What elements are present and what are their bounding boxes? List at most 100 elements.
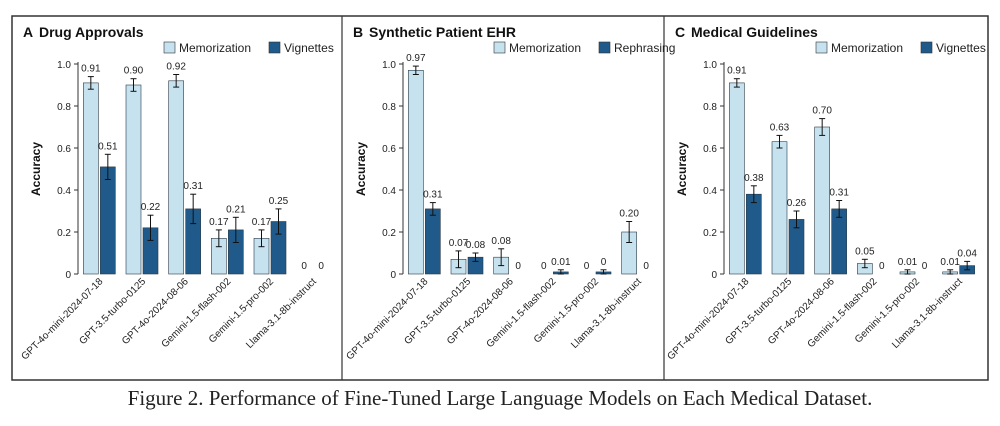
data-label: 0.91 [727,66,747,77]
data-label: 0 [318,261,324,272]
data-label: 0.21 [226,204,246,215]
y-tick-label: 0 [711,270,717,281]
legend-swatch-dark [598,41,611,54]
data-label: 0.31 [183,181,203,192]
data-label: 0 [301,261,307,272]
bar-second-series [746,193,762,275]
data-label: 0.01 [940,257,960,268]
data-label: 0.07 [449,238,469,249]
legend-label: Memorization [509,41,581,55]
data-label: 0.63 [770,122,790,133]
data-label: 0.97 [406,53,426,64]
data-label: 0.22 [141,202,161,213]
panel-title: Drug Approvals [39,24,144,40]
legend-label: Rephrasing [614,41,675,55]
legend-label: Memorization [831,41,903,55]
y-tick-label: 1.0 [57,60,71,71]
data-label: 0 [601,257,607,268]
y-tick-label: 0.6 [382,144,396,155]
y-axis-label: Accuracy [29,142,43,196]
y-tick-label: 1.0 [703,60,717,71]
data-label: 0.25 [269,196,289,207]
legend-swatch-light [493,41,506,54]
bar-memorization [125,84,142,275]
data-label: 0.01 [551,257,571,268]
data-label: 0 [515,261,521,272]
data-label: 0 [643,261,649,272]
x-tick-label: Gemini-1.5-flash-002 [485,276,559,350]
legend-label: Vignettes [284,41,334,55]
y-tick-label: 0 [390,270,396,281]
bar-memorization [408,70,424,275]
panel-title: Medical Guidelines [691,24,818,40]
data-label: 0.90 [124,66,144,77]
y-tick-label: 0.6 [57,144,71,155]
data-label: 0.92 [166,62,186,73]
y-tick-label: 0.6 [703,144,717,155]
y-tick-label: 0.2 [703,228,717,239]
y-tick-label: 0 [65,270,71,281]
figure-caption: Figure 2. Performance of Fine-Tuned Larg… [127,386,873,410]
chart-panel-C: C Medical Guidelines Memorization Vignettes… [665,24,985,362]
panel-letter: C [675,24,685,40]
data-label: 0.04 [957,248,977,259]
y-axis-label: Accuracy [354,142,368,196]
data-label: 0 [584,261,590,272]
chart-panel-A: A Drug Approvals Memorization Vignettes Accu… [19,24,333,362]
panel-letter: A [23,24,33,40]
y-tick-label: 0.8 [57,102,71,113]
y-tick-label: 0.8 [703,102,717,113]
y-tick-label: 0.4 [703,186,717,197]
bar-second-series [425,208,441,275]
x-tick-label: GPT-4o-mini-2024-07-18 [344,276,430,362]
y-tick-label: 1.0 [382,60,396,71]
x-tick-label: GPT-4o-mini-2024-07-18 [665,276,751,362]
data-label: 0.70 [812,106,832,117]
y-tick-label: 0.8 [382,102,396,113]
bar-memorization [83,82,99,275]
panel-letter: B [353,24,363,40]
data-label: 0.31 [829,188,849,199]
data-label: 0.38 [744,173,764,184]
data-label: 0.91 [81,64,101,75]
legend-swatch-light [163,41,176,54]
legend-label: Vignettes [936,41,986,55]
x-tick-label: Llama-3.1-8b-instruct [569,276,644,351]
data-label: 0.17 [252,217,272,228]
y-tick-label: 0.2 [382,228,396,239]
figure-frame [11,15,989,381]
data-label: 0.05 [855,246,875,257]
bar-memorization [729,82,745,275]
data-label: 0.20 [619,209,639,220]
y-tick-label: 0.2 [57,228,71,239]
data-label: 0.17 [209,217,229,228]
legend-swatch-dark [920,41,933,54]
bar-second-series [831,208,847,275]
y-tick-label: 0.4 [382,186,396,197]
data-label: 0 [541,261,547,272]
bar-second-series [100,166,116,275]
x-tick-label: Llama-3.1-8b-instruct [890,276,965,351]
legend-swatch-dark [268,41,281,54]
y-axis-label: Accuracy [675,142,689,196]
data-label: 0.08 [466,240,486,251]
legend-swatch-light [815,41,828,54]
data-label: 0 [922,261,928,272]
bar-memorization [168,80,184,275]
data-label: 0 [879,261,885,272]
data-label: 0.08 [491,236,511,247]
bar-memorization [814,126,830,275]
panel-title: Synthetic Patient EHR [369,24,516,40]
x-tick-label: Llama-3.1-8b-instruct [244,276,319,351]
data-label: 0.26 [787,198,807,209]
x-tick-label: Gemini-1.5-flash-002 [806,276,880,350]
y-tick-label: 0.4 [57,186,71,197]
data-label: 0.01 [898,257,918,268]
x-tick-label: GPT-4o-mini-2024-07-18 [19,276,105,362]
data-label: 0.51 [98,141,118,152]
x-tick-label: Gemini-1.5-flash-002 [160,276,234,350]
bar-memorization [771,141,788,275]
legend-label: Memorization [179,41,251,55]
